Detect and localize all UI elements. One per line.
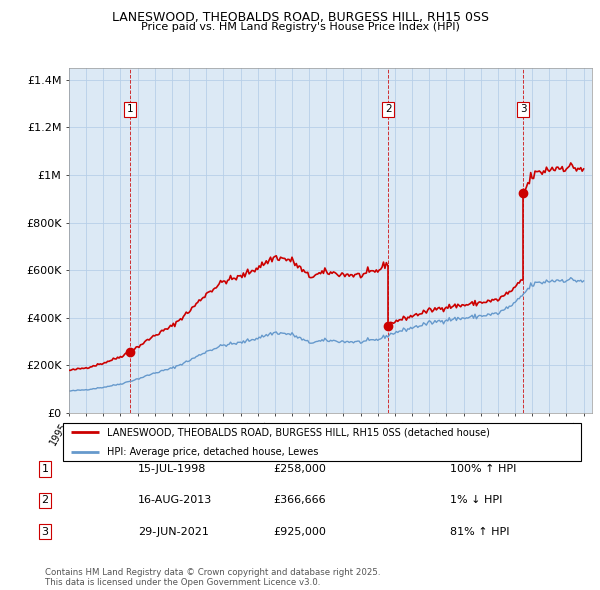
Text: 2: 2 (41, 496, 49, 505)
Text: Contains HM Land Registry data © Crown copyright and database right 2025.: Contains HM Land Registry data © Crown c… (45, 568, 380, 576)
Text: 1: 1 (127, 104, 133, 114)
Text: 1: 1 (41, 464, 49, 474)
Text: 100% ↑ HPI: 100% ↑ HPI (450, 464, 517, 474)
Text: 2: 2 (385, 104, 392, 114)
Text: This data is licensed under the Open Government Licence v3.0.: This data is licensed under the Open Gov… (45, 578, 320, 587)
FancyBboxPatch shape (62, 423, 581, 461)
Text: 15-JUL-1998: 15-JUL-1998 (138, 464, 206, 474)
Text: HPI: Average price, detached house, Lewes: HPI: Average price, detached house, Lewe… (107, 447, 319, 457)
Text: £366,666: £366,666 (274, 496, 326, 505)
Text: 81% ↑ HPI: 81% ↑ HPI (450, 527, 509, 536)
Text: 1% ↓ HPI: 1% ↓ HPI (450, 496, 502, 505)
Text: 29-JUN-2021: 29-JUN-2021 (138, 527, 209, 536)
Text: £925,000: £925,000 (274, 527, 326, 536)
Text: 3: 3 (41, 527, 49, 536)
Text: 16-AUG-2013: 16-AUG-2013 (138, 496, 212, 505)
Text: LANESWOOD, THEOBALDS ROAD, BURGESS HILL, RH15 0SS (detached house): LANESWOOD, THEOBALDS ROAD, BURGESS HILL,… (107, 427, 490, 437)
Text: 3: 3 (520, 104, 527, 114)
Text: £258,000: £258,000 (274, 464, 326, 474)
Text: Price paid vs. HM Land Registry's House Price Index (HPI): Price paid vs. HM Land Registry's House … (140, 22, 460, 32)
Text: LANESWOOD, THEOBALDS ROAD, BURGESS HILL, RH15 0SS: LANESWOOD, THEOBALDS ROAD, BURGESS HILL,… (112, 11, 488, 24)
